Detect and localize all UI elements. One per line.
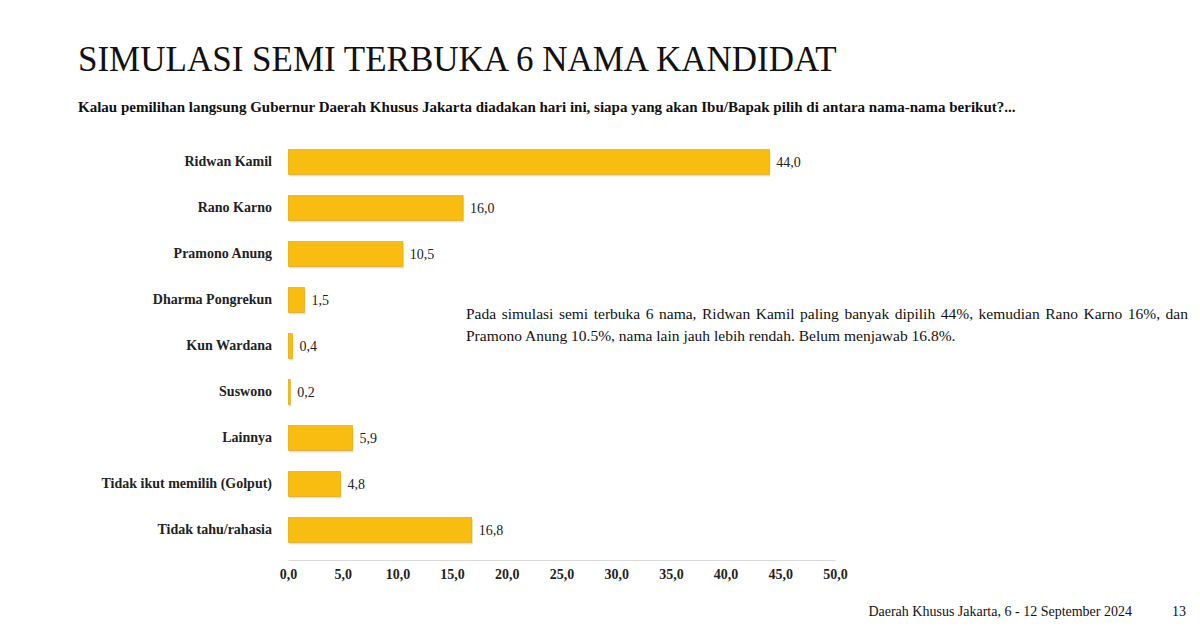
data-label: 5,9 xyxy=(360,431,378,446)
category-label: Tidak ikut memilih (Golput) xyxy=(101,476,272,492)
y-tick: Kun Wardana xyxy=(186,338,272,353)
title: SIMULASI SEMI TERBUKA 6 NAMA KANDIDAT xyxy=(78,40,837,79)
x-tick: 50,0 xyxy=(823,560,848,582)
y-tick: Pramono Anung xyxy=(174,246,272,261)
data-labels: 44,0 16,0 10,5 1,5 0,4 0,2 5,9 4,8 16,8 xyxy=(297,155,801,538)
data-label: 44,0 xyxy=(776,155,801,170)
data-label: 16,0 xyxy=(470,201,495,216)
data-label: 1,5 xyxy=(311,293,329,308)
x-tick-label: 25,0 xyxy=(550,567,575,582)
x-tick: 30,0 xyxy=(604,560,629,582)
page-number: 13 xyxy=(1172,604,1186,619)
footer: Daerah Khusus Jakarta, 6 - 12 September … xyxy=(868,604,1132,619)
x-tick: 40,0 xyxy=(714,560,739,582)
x-tick-label: 20,0 xyxy=(495,567,520,582)
x-tick-label: 40,0 xyxy=(714,567,739,582)
category-label: Ridwan Kamil xyxy=(184,154,272,169)
x-tick: 20,0 xyxy=(495,560,520,582)
x-axis-line xyxy=(289,560,836,561)
x-tick-label: 15,0 xyxy=(440,567,465,582)
bar xyxy=(288,242,403,267)
data-label: 4,8 xyxy=(348,477,366,492)
category-label: Lainnya xyxy=(222,430,272,445)
x-tick: 15,0 xyxy=(440,560,465,582)
data-label: 0,4 xyxy=(299,339,317,354)
y-tick: Rano Karno xyxy=(198,200,272,215)
x-tick-label: 0,0 xyxy=(280,567,298,582)
x-tick-label: 30,0 xyxy=(604,567,629,582)
annotation: Pada simulasi semi terbuka 6 nama, Ridwa… xyxy=(466,303,1188,347)
category-label: Kun Wardana xyxy=(186,338,272,353)
bar xyxy=(288,518,472,543)
category-label: Tidak tahu/rahasia xyxy=(157,522,272,537)
y-tick: Ridwan Kamil xyxy=(184,154,272,169)
bar xyxy=(288,288,304,313)
subtitle: Kalau pemilihan langsung Gubernur Daerah… xyxy=(78,99,1016,115)
x-tick: 25,0 xyxy=(550,560,575,582)
bar xyxy=(288,426,353,451)
bar xyxy=(288,380,290,405)
bar xyxy=(288,196,463,221)
x-axis: 0,0 5,0 10,0 15,0 20,0 25,0 30,0 35,0 40,0 45,0 50… xyxy=(280,560,848,582)
data-label: 0,2 xyxy=(297,385,315,400)
x-tick: 5,0 xyxy=(334,560,352,582)
y-tick: Tidak tahu/rahasia xyxy=(157,522,272,537)
category-label: Dharma Pongrekun xyxy=(153,292,272,307)
x-tick-label: 50,0 xyxy=(823,567,848,582)
x-tick: 10,0 xyxy=(386,560,411,582)
bars xyxy=(288,150,770,545)
y-axis: Ridwan Kamil Rano Karno Pramono Anung Dharm… xyxy=(101,154,272,537)
bar xyxy=(288,334,292,359)
bar xyxy=(288,472,341,497)
x-tick-label: 10,0 xyxy=(386,567,411,582)
category-label: Rano Karno xyxy=(198,200,272,215)
y-tick: Dharma Pongrekun xyxy=(153,292,272,307)
x-tick: 0,0 xyxy=(280,560,298,582)
y-tick: Lainnya xyxy=(222,430,272,445)
y-tick: Tidak ikut memilih (Golput) xyxy=(101,476,272,492)
y-tick: Suswono xyxy=(219,384,272,399)
x-tick: 45,0 xyxy=(769,560,794,582)
x-tick-label: 45,0 xyxy=(769,567,794,582)
x-tick: 35,0 xyxy=(659,560,684,582)
data-label: 16,8 xyxy=(479,523,504,538)
data-label: 10,5 xyxy=(410,247,435,262)
bar xyxy=(288,150,769,175)
x-tick-label: 35,0 xyxy=(659,567,684,582)
category-label: Pramono Anung xyxy=(174,246,272,261)
category-label: Suswono xyxy=(219,384,272,399)
x-tick-label: 5,0 xyxy=(334,567,352,582)
